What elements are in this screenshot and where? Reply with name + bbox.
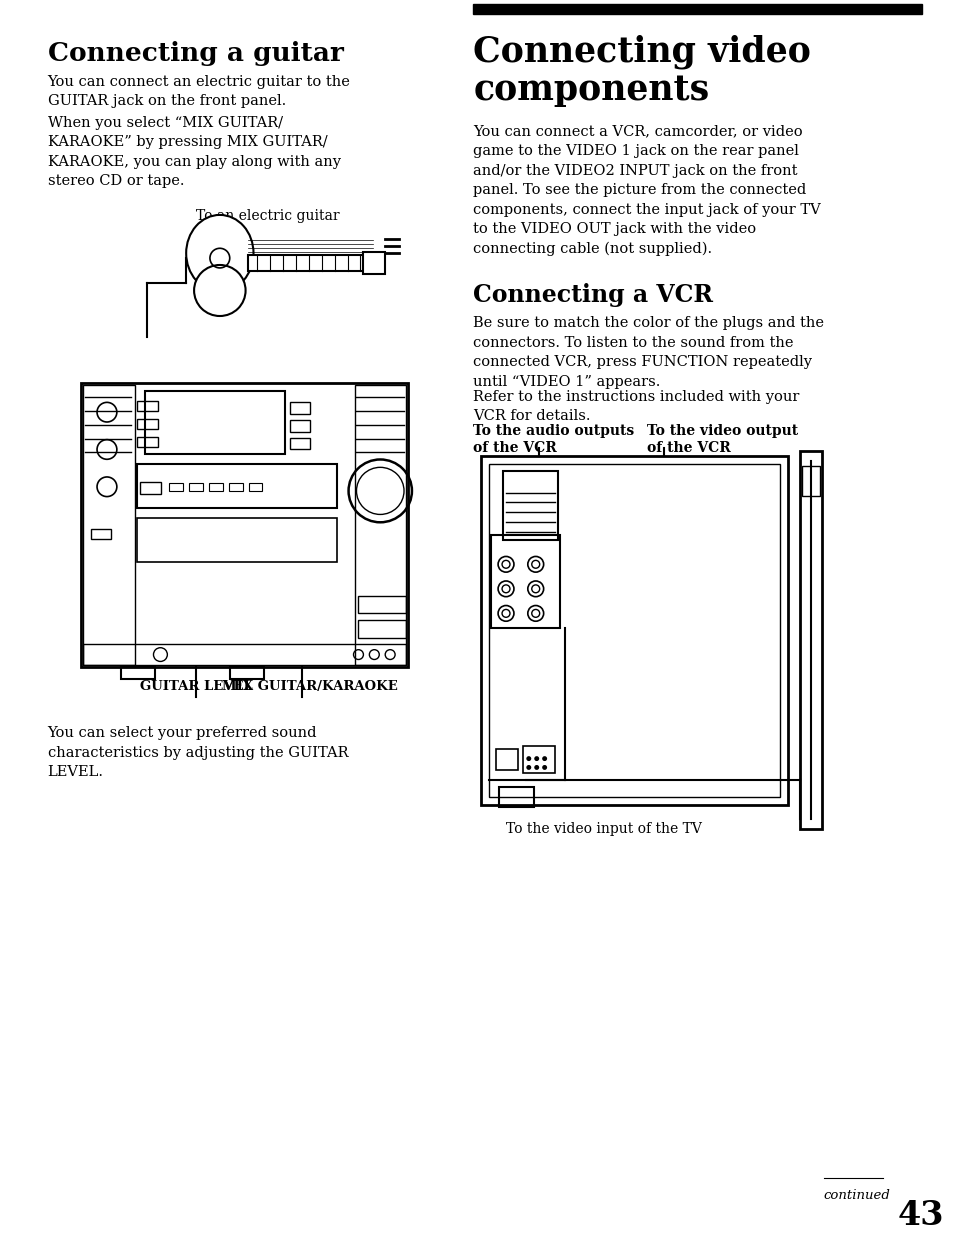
Bar	[136, 437, 158, 447]
Bar	[83, 385, 134, 666]
Bar	[358, 595, 406, 614]
Text: GUITAR LEVEL: GUITAR LEVEL	[139, 680, 253, 693]
Text: To an electric guitar: To an electric guitar	[196, 209, 339, 224]
Bar	[800, 452, 821, 829]
Bar	[290, 437, 310, 450]
Bar	[121, 667, 155, 679]
Bar	[491, 535, 560, 629]
Text: Be sure to match the color of the plugs and the
connectors. To listen to the sou: Be sure to match the color of the plugs …	[473, 316, 823, 389]
Bar	[473, 4, 921, 14]
Bar	[801, 466, 819, 495]
Bar	[229, 483, 242, 490]
Bar	[498, 787, 533, 806]
Text: Connecting video
components: Connecting video components	[473, 35, 810, 107]
Bar	[358, 620, 406, 638]
Bar	[139, 482, 161, 494]
Bar	[136, 519, 336, 562]
Ellipse shape	[186, 215, 253, 291]
Bar	[136, 401, 158, 411]
Circle shape	[541, 764, 546, 769]
Bar	[136, 419, 158, 429]
Bar	[145, 390, 285, 454]
Bar	[189, 483, 203, 490]
Text: To the video output: To the video output	[646, 424, 797, 438]
Bar	[247, 256, 363, 270]
Bar	[249, 483, 262, 490]
Bar	[355, 385, 406, 666]
Circle shape	[541, 756, 546, 761]
Text: Connecting a VCR: Connecting a VCR	[473, 283, 713, 306]
Bar	[480, 457, 787, 805]
Circle shape	[526, 764, 531, 769]
Text: of the VCR: of the VCR	[646, 441, 730, 454]
Text: continued: continued	[823, 1189, 890, 1203]
Bar	[290, 420, 310, 432]
Bar	[363, 252, 385, 274]
Text: You can select your preferred sound
characteristics by adjusting the GUITAR
LEVE: You can select your preferred sound char…	[48, 726, 348, 779]
Bar	[136, 464, 336, 509]
Bar	[496, 748, 517, 771]
Bar	[91, 530, 111, 540]
Text: You can connect a VCR, camcorder, or video
game to the VIDEO 1 jack on the rear : You can connect a VCR, camcorder, or vid…	[473, 125, 821, 256]
Text: You can connect an electric guitar to the
GUITAR jack on the front panel.: You can connect an electric guitar to th…	[48, 74, 350, 109]
Bar	[290, 403, 310, 414]
Text: of the VCR: of the VCR	[473, 441, 557, 454]
Ellipse shape	[193, 266, 245, 316]
Bar	[522, 746, 554, 773]
Circle shape	[534, 756, 538, 761]
Text: To the audio outputs: To the audio outputs	[473, 424, 634, 438]
Bar	[169, 483, 183, 490]
Bar	[83, 643, 406, 666]
Text: Refer to the instructions included with your
VCR for details.: Refer to the instructions included with …	[473, 389, 799, 424]
Bar	[502, 471, 557, 540]
Text: Connecting a guitar: Connecting a guitar	[48, 41, 343, 67]
Bar	[230, 667, 264, 679]
Text: To the video input of the TV: To the video input of the TV	[505, 823, 701, 836]
Bar	[81, 383, 408, 667]
Text: When you select “MIX GUITAR/
KARAOKE” by pressing MIX GUITAR/
KARAOKE, you can p: When you select “MIX GUITAR/ KARAOKE” by…	[48, 116, 340, 188]
Circle shape	[526, 756, 531, 761]
Bar	[489, 464, 780, 797]
Bar	[209, 483, 223, 490]
Text: 43: 43	[896, 1199, 943, 1233]
Circle shape	[534, 764, 538, 769]
Text: MIX GUITAR/KARAOKE: MIX GUITAR/KARAOKE	[222, 680, 397, 693]
